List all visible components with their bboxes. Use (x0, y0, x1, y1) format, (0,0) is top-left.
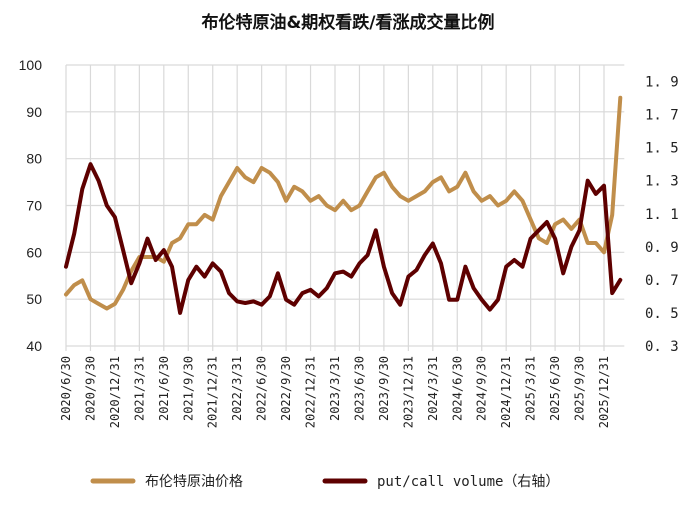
x-tick-label: 2025/12/31 (597, 356, 611, 428)
legend-label-putcall: put/call volume（右轴） (377, 474, 559, 490)
legend-label-brent: 布伦特原油价格 (145, 474, 243, 490)
left-tick-label: 40 (26, 338, 42, 354)
chart-title: 布伦特原油&期权看跌/看涨成交量比例 (201, 12, 494, 33)
right-tick-label: 1. 7 (645, 108, 679, 124)
x-tick-label: 2025/9/30 (573, 356, 587, 421)
x-tick-label: 2021/12/31 (206, 356, 220, 428)
brent-price-line (64, 95, 623, 311)
x-tick-label: 2025/3/31 (524, 356, 538, 421)
left-tick-label: 60 (26, 244, 42, 260)
x-tick-label: 2022/6/30 (255, 356, 269, 421)
gridlines (65, 64, 625, 351)
right-tick-label: 0. 7 (645, 273, 679, 289)
x-tick-label: 2025/6/30 (548, 356, 562, 421)
right-tick-label: 1. 9 (645, 75, 679, 91)
x-tick-label: 2020/9/30 (83, 356, 97, 421)
x-tick-label: 2022/3/31 (230, 356, 244, 421)
right-tick-label: 1. 5 (645, 141, 679, 157)
x-tick-label: 2020/12/31 (108, 356, 122, 428)
x-tick-label: 2021/3/31 (132, 356, 146, 421)
x-tick-label: 2023/12/31 (401, 356, 415, 428)
x-tick-label: 2024/9/30 (475, 356, 489, 421)
x-tick-label: 2021/9/30 (181, 356, 195, 421)
x-axis: 2020/6/30 2020/9/30 2020/12/31 2021/3/31 202… (59, 356, 611, 428)
x-tick-label: 2022/12/31 (304, 356, 318, 428)
x-tick-label: 2024/6/30 (450, 356, 464, 421)
left-axis: 100 90 80 70 60 50 40 (19, 57, 43, 354)
x-tick-label: 2023/9/30 (377, 356, 391, 421)
series-lines (64, 95, 623, 315)
put-call-volume-line (64, 162, 623, 315)
x-tick-label: 2023/3/31 (328, 356, 342, 421)
left-tick-label: 50 (26, 291, 42, 307)
right-tick-label: 0. 3 (645, 339, 679, 355)
right-tick-label: 0. 9 (645, 240, 679, 256)
right-tick-label: 1. 3 (645, 174, 679, 190)
left-tick-label: 100 (19, 57, 43, 73)
x-tick-label: 2024/3/31 (426, 356, 440, 421)
left-tick-label: 90 (26, 104, 42, 120)
legend: 布伦特原油价格 put/call volume（右轴） (90, 474, 559, 490)
left-tick-label: 80 (26, 151, 42, 167)
right-axis: 1. 9 1. 7 1. 5 1. 3 1. 1 0. 9 0. 7 0. 5 0. 3 (645, 75, 679, 355)
x-tick-label: 2023/6/30 (352, 356, 366, 421)
x-tick-label: 2020/6/30 (59, 356, 73, 421)
x-tick-label: 2021/6/30 (157, 356, 171, 421)
x-tick-label: 2022/9/30 (279, 356, 293, 421)
right-tick-label: 1. 1 (645, 207, 679, 223)
right-tick-label: 0. 5 (645, 306, 679, 322)
x-tick-label: 2024/12/31 (499, 356, 513, 428)
left-tick-label: 70 (26, 198, 42, 214)
